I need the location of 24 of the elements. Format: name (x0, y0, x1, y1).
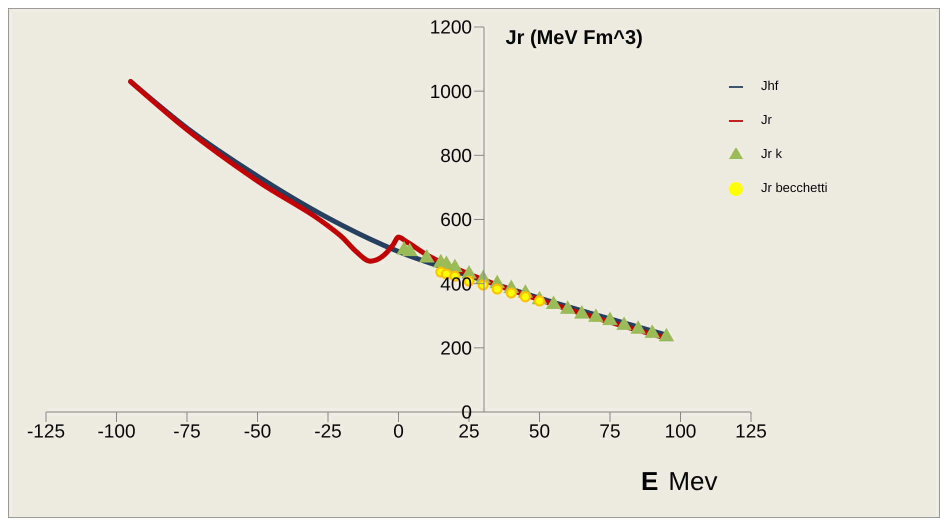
x-tick-label: -125 (26, 421, 66, 442)
x-tick-label: -25 (314, 421, 342, 442)
legend-label: Jhf (761, 78, 778, 93)
x-tick-label: 25 (458, 421, 480, 442)
x-tick-label: -100 (97, 421, 136, 442)
legend-label: Jr becchetti (761, 180, 828, 195)
y-tick-label: 1000 (429, 82, 472, 103)
x-tick-label: 125 (735, 421, 767, 442)
legend-label: Jr (761, 112, 772, 127)
x-tick-label: 75 (599, 421, 621, 442)
y-tick-label: 200 (440, 338, 472, 360)
y-tick-label: 0 (460, 402, 472, 424)
x-tick-label: 100 (664, 421, 696, 442)
y-tick-label: 800 (440, 146, 472, 168)
chart-title: Jr (MeV Fm^3) (506, 27, 643, 50)
legend-label: Jr k (761, 146, 782, 161)
x-axis-title: E Mev (641, 466, 718, 496)
y-tick-label: 1200 (429, 18, 472, 39)
y-tick-label: 600 (440, 210, 472, 232)
x-tick-label: -75 (173, 421, 201, 442)
x-tick-label: 0 (393, 421, 404, 442)
x-tick-label: 50 (528, 421, 550, 442)
y-tick-label: 400 (440, 274, 472, 296)
x-tick-label: -50 (244, 421, 272, 442)
